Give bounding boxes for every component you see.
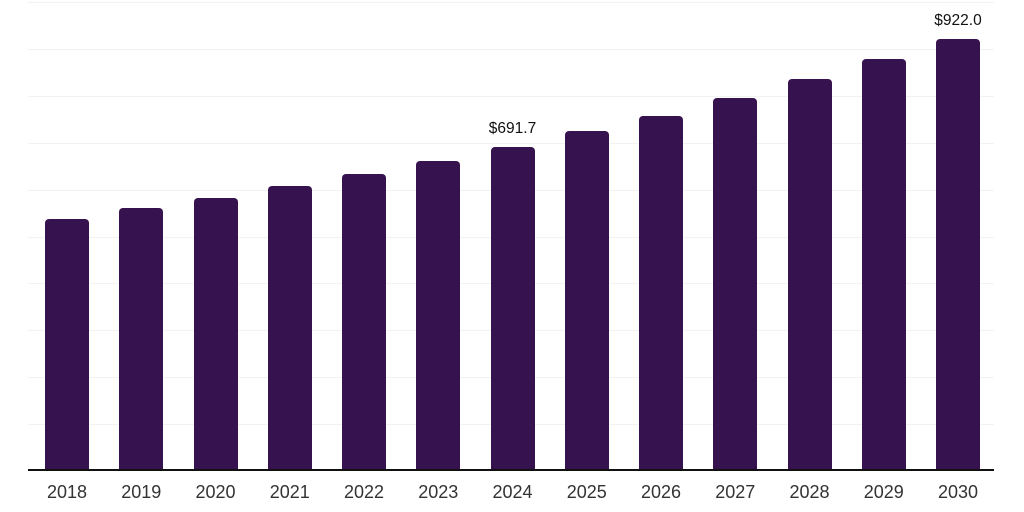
bar-2029 bbox=[861, 59, 906, 471]
x-tick-label-2026: 2026 bbox=[640, 482, 682, 502]
bar-2023 bbox=[416, 161, 461, 471]
gridline bbox=[28, 142, 994, 144]
x-tick-label-2027: 2027 bbox=[715, 482, 756, 502]
bar-2025 bbox=[564, 130, 609, 471]
bar-value-label-2024: $691.7 bbox=[488, 119, 537, 137]
bar-2026 bbox=[639, 115, 683, 471]
gridline bbox=[28, 95, 994, 97]
bar-2030 bbox=[936, 38, 980, 471]
x-axis-line bbox=[28, 469, 994, 471]
x-tick-label-2020: 2020 bbox=[195, 482, 236, 502]
bar-2021 bbox=[267, 186, 312, 471]
bar-2019 bbox=[119, 208, 164, 471]
bar-2028 bbox=[787, 79, 832, 471]
x-tick-label-2028: 2028 bbox=[789, 482, 830, 502]
x-tick-label-2021: 2021 bbox=[269, 482, 310, 502]
gridline bbox=[28, 48, 994, 50]
bar-2024 bbox=[490, 146, 535, 471]
x-tick-label-2029: 2029 bbox=[863, 482, 904, 502]
x-tick-label-2024: 2024 bbox=[492, 482, 533, 502]
x-tick-label-2030: 2030 bbox=[937, 482, 979, 502]
bar-2018 bbox=[45, 218, 89, 471]
bar-value-label-2030: $922.0 bbox=[934, 11, 982, 29]
x-tick-label-2019: 2019 bbox=[121, 482, 162, 502]
gridline bbox=[28, 2, 994, 3]
bar-2020 bbox=[193, 198, 238, 471]
bar-2022 bbox=[342, 173, 386, 471]
x-tick-label-2025: 2025 bbox=[566, 482, 607, 502]
x-tick-label-2018: 2018 bbox=[46, 482, 88, 502]
bar-2027 bbox=[713, 98, 758, 471]
x-tick-label-2022: 2022 bbox=[343, 482, 385, 502]
x-tick-label-2023: 2023 bbox=[418, 482, 459, 502]
